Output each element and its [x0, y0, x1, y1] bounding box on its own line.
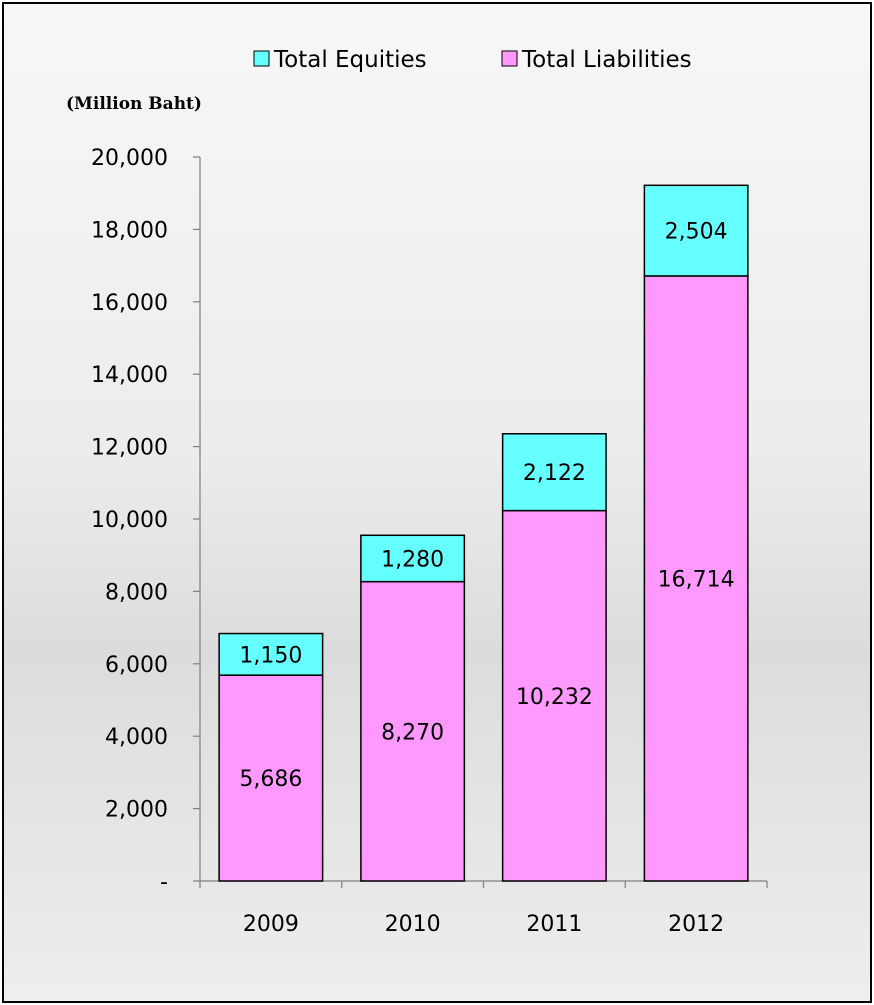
- bars: [218, 184, 749, 882]
- x-tick-label: 2012: [668, 912, 724, 937]
- y-tick-label: 6,000: [105, 653, 168, 678]
- legend-label-equities: Total Equities: [273, 47, 427, 73]
- data-label-liabilities: 16,714: [658, 567, 735, 592]
- y-tick-label: 8,000: [105, 580, 168, 605]
- data-labels: 5,686 1,150 8,270 1,280 10,232 2,122 16,714 2,5…: [239, 220, 734, 792]
- legend-swatch-equities: [253, 50, 270, 67]
- y-tick-label: 20,000: [91, 146, 168, 171]
- y-tick-label: 2,000: [105, 798, 168, 823]
- y-tick-label: 14,000: [91, 363, 168, 388]
- data-label-liabilities: 8,270: [381, 720, 444, 745]
- y-tick-label: 18,000: [91, 218, 168, 243]
- data-label-equities: 1,150: [239, 643, 302, 668]
- y-tick-label: 12,000: [91, 436, 168, 461]
- legend: Total Equities Total Liabilities: [253, 47, 692, 73]
- bar-liabilities: [218, 674, 324, 882]
- bar-equities: [360, 534, 466, 583]
- bar-equities: [643, 184, 749, 277]
- data-label-liabilities: 10,232: [516, 685, 593, 710]
- x-tick-label: 2009: [243, 912, 299, 937]
- legend-swatch-liabilities: [501, 50, 518, 67]
- data-label-equities: 2,122: [523, 461, 586, 486]
- y-tick-label: 4,000: [105, 725, 168, 750]
- bar-equities: [218, 632, 324, 676]
- bar-equities: [501, 433, 607, 512]
- y-tick-label: 10,000: [91, 508, 168, 533]
- y-axis-unit-label: (Million Baht): [66, 94, 202, 114]
- data-label-liabilities: 5,686: [239, 767, 302, 792]
- x-tick-label: 2010: [385, 912, 441, 937]
- axes: - 2,000 4,000 6,000 8,000 10,000 12,000 14,000 1…: [91, 146, 768, 937]
- x-tick-label: 2011: [526, 912, 582, 937]
- data-label-equities: 2,504: [665, 220, 728, 245]
- bar-liabilities: [360, 580, 466, 882]
- y-tick-label: -: [160, 870, 168, 895]
- legend-label-liabilities: Total Liabilities: [521, 47, 692, 73]
- data-label-equities: 1,280: [381, 547, 444, 572]
- bar-liabilities: [501, 509, 607, 882]
- y-tick-label: 16,000: [91, 291, 168, 316]
- bar-liabilities: [643, 275, 749, 882]
